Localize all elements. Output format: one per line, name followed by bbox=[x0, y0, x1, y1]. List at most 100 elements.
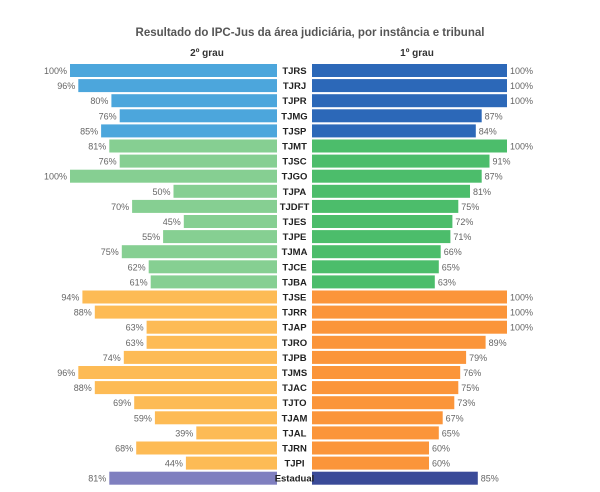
right-value-label-tjpe: 71% bbox=[453, 232, 471, 242]
right-bar-tjpb bbox=[312, 350, 467, 364]
left-value-label-tjma: 75% bbox=[101, 247, 119, 257]
right-bar-tjmg bbox=[312, 109, 482, 123]
left-bar-tjsp bbox=[101, 124, 277, 138]
right-bar-tjrs bbox=[312, 64, 507, 77]
left-value-label-tjrs: 100% bbox=[44, 66, 67, 76]
right-value-label-tjpr: 100% bbox=[510, 96, 533, 106]
left-value-label-tjba: 61% bbox=[130, 277, 148, 287]
right-bar-estadual bbox=[312, 471, 478, 485]
left-column-header: 2º grau bbox=[190, 48, 224, 59]
right-bar-tjpi bbox=[312, 456, 429, 470]
left-value-label-tjac: 88% bbox=[74, 383, 92, 393]
category-label-tjpr: TJPR bbox=[282, 96, 306, 107]
left-bar-tjpa bbox=[173, 184, 277, 198]
left-bar-tjrr bbox=[94, 305, 277, 319]
category-label-tjap: TJAP bbox=[282, 323, 307, 334]
right-value-label-estadual: 85% bbox=[481, 474, 499, 484]
category-label-tjrs: TJRS bbox=[282, 66, 306, 77]
category-label-tjba: TJBA bbox=[282, 277, 307, 288]
left-bar-tjpi bbox=[185, 456, 277, 470]
left-value-label-tjto: 69% bbox=[113, 398, 131, 408]
left-value-label-tjap: 63% bbox=[126, 323, 144, 333]
left-value-label-tjse: 94% bbox=[61, 293, 79, 303]
category-label-tjms: TJMS bbox=[282, 368, 307, 379]
bars-layer: TJRS 100% 100% TJRJ 96% 100% TJPR 80% 100% TJMG 76… bbox=[44, 64, 533, 485]
left-value-label-tjpa: 50% bbox=[152, 187, 170, 197]
left-bar-tjdft bbox=[132, 199, 277, 213]
right-value-label-tjpa: 81% bbox=[473, 187, 491, 197]
right-value-label-tjam: 67% bbox=[446, 413, 464, 423]
left-bar-tjes bbox=[183, 215, 277, 228]
left-bar-tjrs bbox=[70, 64, 277, 77]
left-value-label-tjmt: 81% bbox=[88, 142, 106, 152]
right-value-label-tjrj: 100% bbox=[510, 81, 533, 91]
left-value-label-tjes: 45% bbox=[163, 217, 181, 227]
category-label-tjpb: TJPB bbox=[282, 353, 306, 364]
left-bar-tjmg bbox=[119, 109, 277, 123]
category-label-tjpa: TJPA bbox=[283, 187, 307, 198]
left-bar-tjpe bbox=[163, 230, 277, 244]
right-bar-tjto bbox=[312, 396, 455, 410]
left-bar-estadual bbox=[109, 471, 277, 485]
right-value-label-tjes: 72% bbox=[455, 217, 473, 227]
chart-title: Resultado do IPC-Jus da área judiciária,… bbox=[136, 27, 485, 39]
left-value-label-tjrj: 96% bbox=[57, 81, 75, 91]
right-value-label-tjsc: 91% bbox=[493, 157, 511, 167]
left-value-label-tjpe: 55% bbox=[142, 232, 160, 242]
left-value-label-tjam: 59% bbox=[134, 413, 152, 423]
category-label-estadual: Estadual bbox=[275, 474, 315, 485]
left-value-label-tjmg: 76% bbox=[99, 111, 117, 121]
left-bar-tjms bbox=[78, 366, 277, 379]
right-value-label-tjap: 100% bbox=[510, 323, 533, 333]
right-value-label-tjrs: 100% bbox=[510, 66, 533, 76]
category-label-tjce: TJCE bbox=[282, 262, 306, 273]
left-bar-tjam bbox=[154, 411, 277, 425]
category-label-tjsc: TJSC bbox=[282, 157, 306, 168]
category-label-tjpi: TJPI bbox=[284, 459, 304, 470]
left-bar-tjma bbox=[121, 245, 278, 259]
category-label-tjsp: TJSP bbox=[283, 126, 307, 137]
right-value-label-tjse: 100% bbox=[510, 293, 533, 303]
left-value-label-tjce: 62% bbox=[128, 262, 146, 272]
left-bar-tjba bbox=[150, 275, 277, 289]
left-value-label-estadual: 81% bbox=[88, 474, 106, 484]
left-bar-tjto bbox=[134, 396, 277, 410]
left-value-label-tjdft: 70% bbox=[111, 202, 129, 212]
right-value-label-tjrr: 100% bbox=[510, 308, 533, 318]
right-value-label-tjpi: 60% bbox=[432, 459, 450, 469]
left-value-label-tjro: 63% bbox=[126, 338, 144, 348]
right-bar-tjal bbox=[312, 426, 439, 440]
left-bar-tjce bbox=[148, 260, 277, 274]
left-bar-tjmt bbox=[109, 139, 277, 153]
right-bar-tjes bbox=[312, 215, 453, 228]
right-bar-tjpa bbox=[312, 184, 470, 198]
category-label-tjal: TJAL bbox=[283, 428, 307, 439]
category-label-tjgo: TJGO bbox=[282, 172, 308, 183]
right-bar-tjap bbox=[312, 320, 507, 334]
right-value-label-tjgo: 87% bbox=[485, 172, 503, 182]
left-value-label-tjpr: 80% bbox=[90, 96, 108, 106]
right-bar-tjrj bbox=[312, 79, 507, 93]
right-value-label-tjmt: 100% bbox=[510, 142, 533, 152]
left-bar-tjro bbox=[146, 335, 277, 349]
right-bar-tjgo bbox=[312, 169, 482, 183]
left-bar-tjpb bbox=[123, 350, 277, 364]
right-value-label-tjac: 75% bbox=[461, 383, 479, 393]
right-bar-tjam bbox=[312, 411, 443, 425]
right-value-label-tjma: 66% bbox=[444, 247, 462, 257]
right-bar-tjrn bbox=[312, 441, 429, 455]
right-value-label-tjmg: 87% bbox=[485, 111, 503, 121]
right-bar-tjms bbox=[312, 366, 461, 379]
left-bar-tjrn bbox=[136, 441, 277, 455]
left-value-label-tjms: 96% bbox=[57, 368, 75, 378]
category-label-tjrj: TJRJ bbox=[283, 81, 306, 92]
category-label-tjam: TJAM bbox=[282, 413, 308, 424]
right-bar-tjpe bbox=[312, 230, 451, 244]
right-bar-tjsp bbox=[312, 124, 476, 138]
right-value-label-tjba: 63% bbox=[438, 277, 456, 287]
left-bar-tjse bbox=[82, 290, 278, 304]
right-bar-tjpr bbox=[312, 94, 507, 108]
left-bar-tjgo bbox=[70, 169, 277, 183]
right-value-label-tjdft: 75% bbox=[461, 202, 479, 212]
